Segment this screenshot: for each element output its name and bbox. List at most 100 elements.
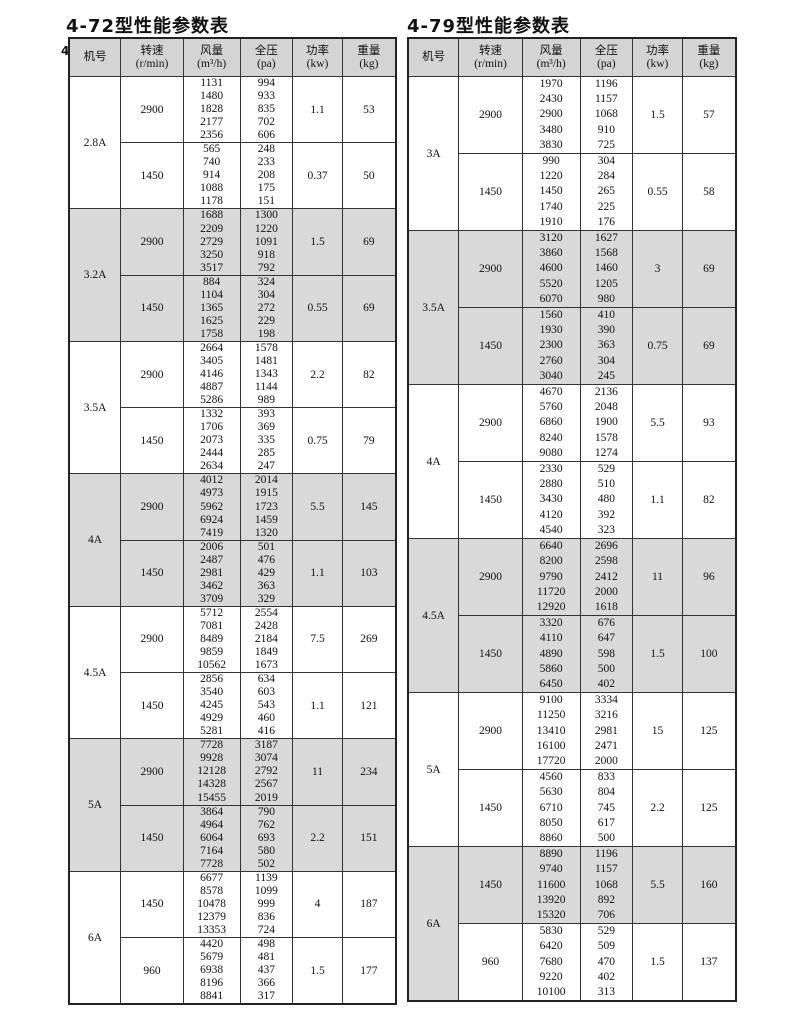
pressure-value: 762 [257,818,275,831]
power-cell: 5.5 [632,846,683,925]
speed-cell: 1450 [120,407,184,475]
pressure-value: 933 [257,90,275,103]
pressure-value: 1578 [254,341,278,354]
flow-value: 6677 [200,871,224,884]
pressure-value: 2554 [254,606,278,619]
flow-value: 16100 [536,739,566,752]
flow-value: 12379 [197,910,227,923]
flow-value: 1104 [200,288,223,301]
flow-value: 3120 [539,232,563,245]
model-cell: 3.2A [68,208,122,342]
speed-cell: 1450 [120,804,184,872]
pressure-cell: 994 933 835 702 606 [239,75,294,144]
flow-cell: 9100 11250 13410 16100 17720 [521,692,581,771]
flow-cell: 990 1220 1450 1740 1910 [521,153,581,232]
pressure-value: 437 [257,964,275,977]
pressure-cell: 1196 1157 1068 892 706 [579,846,634,925]
flow-value: 6860 [539,416,563,429]
pressure-value: 304 [257,288,275,301]
weight-cell: 177 [341,937,397,1005]
flow-value: 2487 [200,553,224,566]
pressure-value: 598 [597,647,615,660]
power-cell: 15 [632,692,683,771]
flow-value: 2300 [539,339,563,352]
pressure-value: 603 [257,686,275,699]
pressure-value: 1274 [594,446,618,459]
flow-value: 3320 [539,617,563,630]
speed-cell: 2900 [120,208,184,276]
pressure-value: 1900 [594,416,618,429]
flow-value: 1450 [539,185,563,198]
power-cell: 11 [632,538,683,617]
header-row: 机号 转速 (r/min) 风量 (m³/h) 全压 (pa) 功率 (kw) 重量 (k… [407,37,737,77]
flow-value: 4420 [200,938,224,951]
pressure-value: 994 [257,77,275,89]
flow-value: 11250 [537,709,566,722]
flow-cell: 3864 4964 6064 7164 7728 [182,804,241,872]
pressure-value: 476 [257,553,275,566]
pressure-value: 498 [257,938,275,951]
table-row: 5A 2900 7728 9928 12128 14328 15455 3187 3074 279… [68,738,397,872]
pressure-value: 1460 [594,262,618,275]
flow-value: 3462 [200,579,224,592]
flow-cell: 4670 5760 6860 8240 9080 [521,384,581,463]
power-cell: 2.2 [292,804,343,872]
speed-cell: 2900 [458,75,523,155]
weight-cell: 79 [341,407,397,475]
flow-value: 5630 [539,786,563,799]
power-cell: 5.5 [292,473,343,541]
flow-value: 5286 [200,394,224,407]
model-cell: 6A [407,846,460,1002]
pressure-value: 1723 [254,500,278,513]
power-cell: 1.5 [632,75,683,155]
flow-value: 4012 [200,474,224,487]
flow-value: 2006 [200,540,224,553]
table-row: 960 5830 6420 7680 9220 10100 529 509 470 402 313 1… [408,923,737,1002]
flow-value: 7164 [200,844,224,857]
pressure-cell: 3187 3074 2792 2567 2019 [239,738,294,806]
flow-value: 2880 [539,478,563,491]
pressure-value: 792 [257,261,275,274]
pressure-value: 151 [257,195,275,208]
pressure-value: 402 [597,970,615,983]
pressure-value: 892 [597,893,615,906]
speed-cell: 2900 [120,605,184,674]
pressure-value: 175 [257,182,275,195]
pressure-value: 724 [257,924,275,936]
power-cell: 2.2 [632,769,683,848]
header-weight: 重量 (kg) [681,37,737,77]
flow-value: 13353 [197,924,227,936]
pressure-value: 3334 [594,694,618,707]
weight-cell: 151 [341,804,397,872]
power-cell: 0.75 [632,307,683,386]
flow-value: 1910 [539,215,563,228]
pressure-cell: 833 804 745 617 500 [579,769,634,848]
table-row: 5A 2900 9100 11250 13410 16100 17720 3334 3216 29… [407,692,737,848]
power-cell: 1.1 [292,539,343,607]
flow-value: 11720 [537,585,566,598]
speed-cell: 2900 [120,473,184,541]
pressure-value: 2696 [594,540,618,553]
flow-value: 4540 [539,523,563,536]
flow-value: 4964 [200,818,224,831]
flow-value: 3480 [539,123,563,136]
pressure-value: 245 [597,369,615,382]
pressure-value: 313 [597,985,615,998]
flow-value: 11600 [537,878,566,891]
flow-value: 5860 [539,662,563,675]
power-cell: 5.5 [632,384,683,463]
pressure-value: 999 [257,897,275,910]
pressure-value: 836 [257,910,275,923]
model-cell: 2.8A [68,75,122,210]
pressure-value: 617 [597,816,615,829]
model-cell: 6A [68,870,122,1005]
flow-value: 884 [203,275,221,288]
pressure-value: 1144 [255,381,278,394]
flow-value: 8860 [539,831,563,844]
power-cell: 1.5 [632,923,683,1002]
flow-value: 4146 [200,368,224,381]
pressure-value: 324 [257,275,275,288]
flow-cell: 884 1104 1365 1625 1758 [182,274,241,342]
pressure-value: 369 [257,421,275,434]
pressure-cell: 3334 3216 2981 2471 2000 [579,692,634,771]
